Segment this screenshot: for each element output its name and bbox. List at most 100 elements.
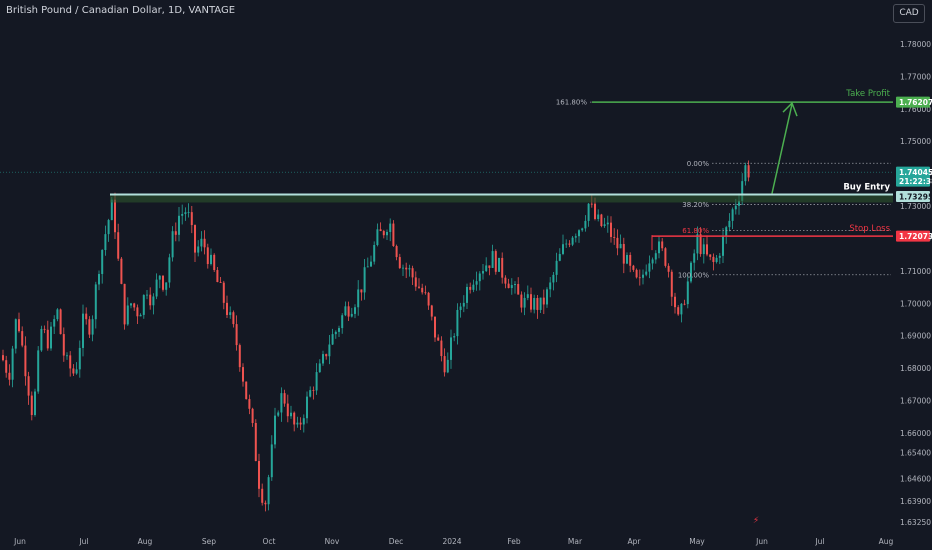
candle-body bbox=[114, 199, 116, 233]
candle-body bbox=[610, 222, 612, 237]
price-tick-label: 1.67000 bbox=[900, 397, 931, 406]
candle-body bbox=[674, 296, 676, 308]
candle-body bbox=[514, 284, 516, 286]
candle-body bbox=[386, 231, 388, 236]
candle-body bbox=[578, 230, 580, 237]
candle-body bbox=[24, 345, 27, 377]
candle-body bbox=[302, 418, 305, 425]
candle-body bbox=[638, 277, 641, 279]
candle-body bbox=[603, 224, 606, 226]
candle-body bbox=[53, 319, 56, 327]
candle-body bbox=[315, 372, 318, 391]
candle-body bbox=[558, 253, 561, 261]
candle-body bbox=[552, 274, 555, 283]
candle-body bbox=[706, 244, 708, 255]
candle-body bbox=[501, 257, 504, 278]
price-tick-label: 1.69000 bbox=[900, 332, 931, 341]
candle-body bbox=[459, 306, 462, 310]
candle-body bbox=[210, 254, 212, 265]
candle-body bbox=[8, 372, 11, 380]
candle-body bbox=[226, 302, 228, 315]
candle-body bbox=[498, 257, 500, 272]
candle-body bbox=[478, 273, 481, 282]
candle-body bbox=[734, 205, 737, 210]
currency-button[interactable]: CAD bbox=[893, 4, 925, 23]
candle-body bbox=[290, 412, 292, 417]
price-tick-label: 1.76000 bbox=[900, 105, 931, 114]
candle-body bbox=[258, 461, 260, 489]
candle-body bbox=[517, 284, 520, 295]
candle-body bbox=[133, 303, 136, 308]
candle-body bbox=[600, 214, 603, 226]
candle-body bbox=[405, 267, 408, 270]
candle-body bbox=[402, 267, 404, 269]
price-tick-label: 1.75000 bbox=[900, 137, 931, 146]
candle-body bbox=[696, 234, 699, 254]
candle-body bbox=[62, 334, 65, 356]
time-tick-label: Oct bbox=[263, 537, 276, 546]
candle-body bbox=[744, 165, 747, 182]
candle-body bbox=[322, 354, 324, 364]
candle-body bbox=[658, 241, 660, 254]
candle-body bbox=[520, 294, 523, 308]
candle-body bbox=[238, 345, 241, 368]
candle-body bbox=[251, 408, 254, 423]
time-axis[interactable]: Jun Jul Aug Sep Oct Nov Dec 2024 Feb Mar Apr May Jun… bbox=[13, 537, 893, 546]
price-tick-label: 1.66000 bbox=[900, 429, 931, 438]
candle-body bbox=[254, 422, 257, 462]
candle-body bbox=[75, 369, 78, 374]
candle-body bbox=[741, 181, 744, 201]
candle-body bbox=[664, 248, 667, 266]
candle-body bbox=[309, 390, 312, 397]
candle-body bbox=[565, 243, 568, 245]
price-axis[interactable]: 1.780001.770001.760001.750001.740001.730… bbox=[896, 40, 932, 527]
time-tick-label: Nov bbox=[325, 537, 340, 546]
candle-body bbox=[482, 271, 484, 274]
candle-body bbox=[18, 319, 20, 332]
candle-body bbox=[683, 303, 686, 305]
candle-body bbox=[216, 270, 219, 283]
lightning-icon[interactable]: ⚡ bbox=[752, 516, 760, 526]
candle-body bbox=[168, 257, 171, 283]
candle-body bbox=[5, 360, 8, 373]
candle-body bbox=[414, 277, 417, 287]
candles bbox=[2, 160, 750, 512]
candle-body bbox=[366, 266, 369, 268]
time-tick-label: Aug bbox=[879, 537, 894, 546]
candle-body bbox=[421, 287, 424, 293]
candle-body bbox=[571, 237, 574, 245]
candle-body bbox=[382, 231, 385, 236]
candle-body bbox=[677, 307, 680, 315]
candle-body bbox=[136, 307, 139, 317]
candle-body bbox=[686, 281, 689, 305]
candle-body bbox=[654, 253, 657, 260]
chart-title: British Pound / Canadian Dollar, 1D, VAN… bbox=[6, 5, 236, 16]
candle-body bbox=[261, 488, 264, 503]
candle-body bbox=[46, 329, 49, 349]
candle-body bbox=[30, 395, 33, 415]
candle-body bbox=[130, 303, 132, 306]
candle-body bbox=[699, 234, 702, 255]
candle-body bbox=[526, 294, 529, 298]
candle-body bbox=[158, 275, 161, 280]
candle-body bbox=[738, 200, 740, 206]
candle-body bbox=[27, 376, 30, 396]
candle-body bbox=[574, 236, 577, 238]
candle-body bbox=[587, 203, 590, 221]
candle-body bbox=[293, 412, 296, 425]
candle-body bbox=[21, 331, 24, 346]
candle-body bbox=[373, 245, 376, 262]
candle-body bbox=[472, 284, 475, 290]
candle-body bbox=[264, 502, 267, 505]
drawing-overlays: 161.80% 0.00% 38.20% 61.80% 100.00% Take Prof… bbox=[0, 89, 893, 279]
fib-level-label: 0.00% bbox=[687, 160, 710, 168]
candle-body bbox=[635, 269, 638, 278]
candle-body bbox=[203, 238, 206, 248]
time-tick-label: Aug bbox=[138, 537, 153, 546]
candle-body bbox=[376, 229, 379, 246]
candle-body bbox=[354, 307, 356, 314]
candle-body bbox=[344, 306, 347, 316]
time-tick-label: Sep bbox=[202, 537, 216, 546]
candle-body bbox=[347, 306, 350, 317]
